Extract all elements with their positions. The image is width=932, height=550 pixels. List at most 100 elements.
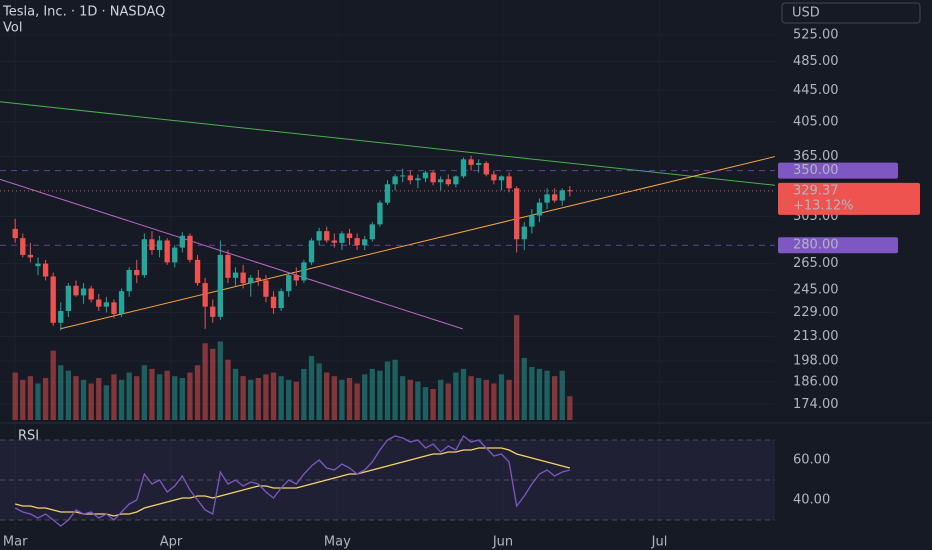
- candle-body: [460, 159, 467, 177]
- volume-bar: [354, 383, 360, 420]
- candle-body: [202, 283, 208, 307]
- candle-body: [559, 190, 565, 201]
- volume-bar: [392, 359, 398, 420]
- volume-bar: [194, 365, 201, 420]
- candle-body: [240, 272, 246, 284]
- candle-body: [551, 194, 558, 201]
- candle-body: [567, 190, 573, 192]
- volume-bar: [362, 374, 368, 420]
- volume-bar: [210, 348, 216, 420]
- rsi-line: [14, 435, 571, 527]
- volume-bar: [225, 359, 231, 420]
- candle-body: [514, 188, 520, 240]
- candle-body: [422, 172, 429, 179]
- candle-body: [126, 269, 132, 292]
- volume-bar: [118, 379, 125, 420]
- volume-bar: [50, 350, 56, 420]
- volume-bar: [103, 385, 110, 420]
- volume-bar: [111, 374, 117, 420]
- volume-bar: [301, 368, 307, 420]
- y-tick-label: 405.00: [793, 114, 839, 129]
- volume-bar: [202, 343, 208, 420]
- volume-bar: [96, 378, 102, 420]
- candle-body: [103, 302, 110, 307]
- candle-body: [521, 226, 527, 240]
- rsi-tick-label: 60.00: [793, 453, 830, 468]
- candle-body: [149, 239, 155, 251]
- candle-body: [20, 238, 26, 255]
- candle-body: [156, 240, 163, 251]
- x-tick-label: Apr: [160, 535, 183, 550]
- volume-bar: [232, 368, 239, 420]
- volume-label: Vol: [3, 21, 22, 36]
- candle-body: [529, 215, 535, 227]
- volume-bar: [483, 379, 489, 420]
- candle-body: [225, 254, 231, 278]
- candle-body: [324, 231, 330, 241]
- candle-body: [42, 263, 49, 277]
- volume-bar: [506, 379, 512, 420]
- candle-body: [111, 302, 117, 314]
- volume-bar: [544, 370, 550, 420]
- candle-body: [194, 259, 201, 284]
- rsi-label: RSI: [18, 429, 39, 444]
- x-tick-label: May: [324, 535, 351, 550]
- candle-body: [141, 239, 148, 276]
- volume-bar: [384, 361, 391, 420]
- volume-bar: [438, 379, 444, 420]
- y-tick-label: 365.00: [793, 149, 839, 164]
- candle-body: [172, 247, 178, 263]
- y-tick-label: 525.00: [793, 28, 839, 43]
- price-level-label: 280.00: [793, 238, 839, 253]
- volume-bar: [12, 372, 18, 420]
- volume-bar: [217, 341, 224, 420]
- volume-bar: [407, 379, 413, 420]
- chart-title: Tesla, Inc. · 1D · NASDAQ: [2, 5, 165, 20]
- candle-body: [438, 179, 444, 183]
- volume-bar: [286, 379, 292, 420]
- volume-bar: [491, 383, 497, 420]
- candle-body: [50, 276, 56, 323]
- last-price-badge: [778, 182, 920, 215]
- volume-bar: [551, 376, 558, 420]
- trendline: [0, 101, 776, 186]
- candle-body: [134, 269, 140, 276]
- candle-body: [362, 239, 368, 246]
- volume-bar: [445, 383, 451, 420]
- candle-body: [453, 176, 459, 185]
- volume-bar: [187, 372, 193, 420]
- candle-body: [65, 285, 72, 311]
- candle-body: [544, 194, 550, 203]
- volume-bar: [172, 376, 178, 420]
- y-tick-label: 229.00: [793, 305, 839, 320]
- candle-body: [293, 275, 299, 281]
- candle-body: [377, 202, 383, 225]
- volume-bar: [255, 378, 261, 420]
- candle-body: [278, 291, 284, 309]
- candle-body: [179, 235, 186, 248]
- candle-body: [392, 176, 398, 185]
- volume-bar: [278, 376, 284, 420]
- candle-body: [468, 159, 474, 165]
- candle-body: [400, 175, 406, 177]
- volume-bar: [308, 356, 315, 420]
- currency-box[interactable]: [781, 2, 921, 24]
- candle-body: [369, 224, 375, 240]
- candle-body: [316, 231, 322, 241]
- volume-bar: [141, 365, 148, 420]
- volume-bar: [369, 368, 375, 420]
- candle-body: [118, 291, 125, 314]
- volume-bar: [270, 372, 277, 420]
- price-level-badge: [778, 162, 898, 179]
- rsi-tick-label: 40.00: [793, 493, 830, 508]
- y-tick-label: 485.00: [793, 54, 839, 69]
- candle-body: [286, 275, 292, 292]
- currency[interactable]: USD: [792, 6, 820, 21]
- volume-bar: [498, 374, 505, 420]
- volume-bar: [80, 379, 87, 420]
- volume-bar: [460, 368, 467, 420]
- candle-body: [354, 238, 360, 246]
- volume-bar: [156, 374, 163, 420]
